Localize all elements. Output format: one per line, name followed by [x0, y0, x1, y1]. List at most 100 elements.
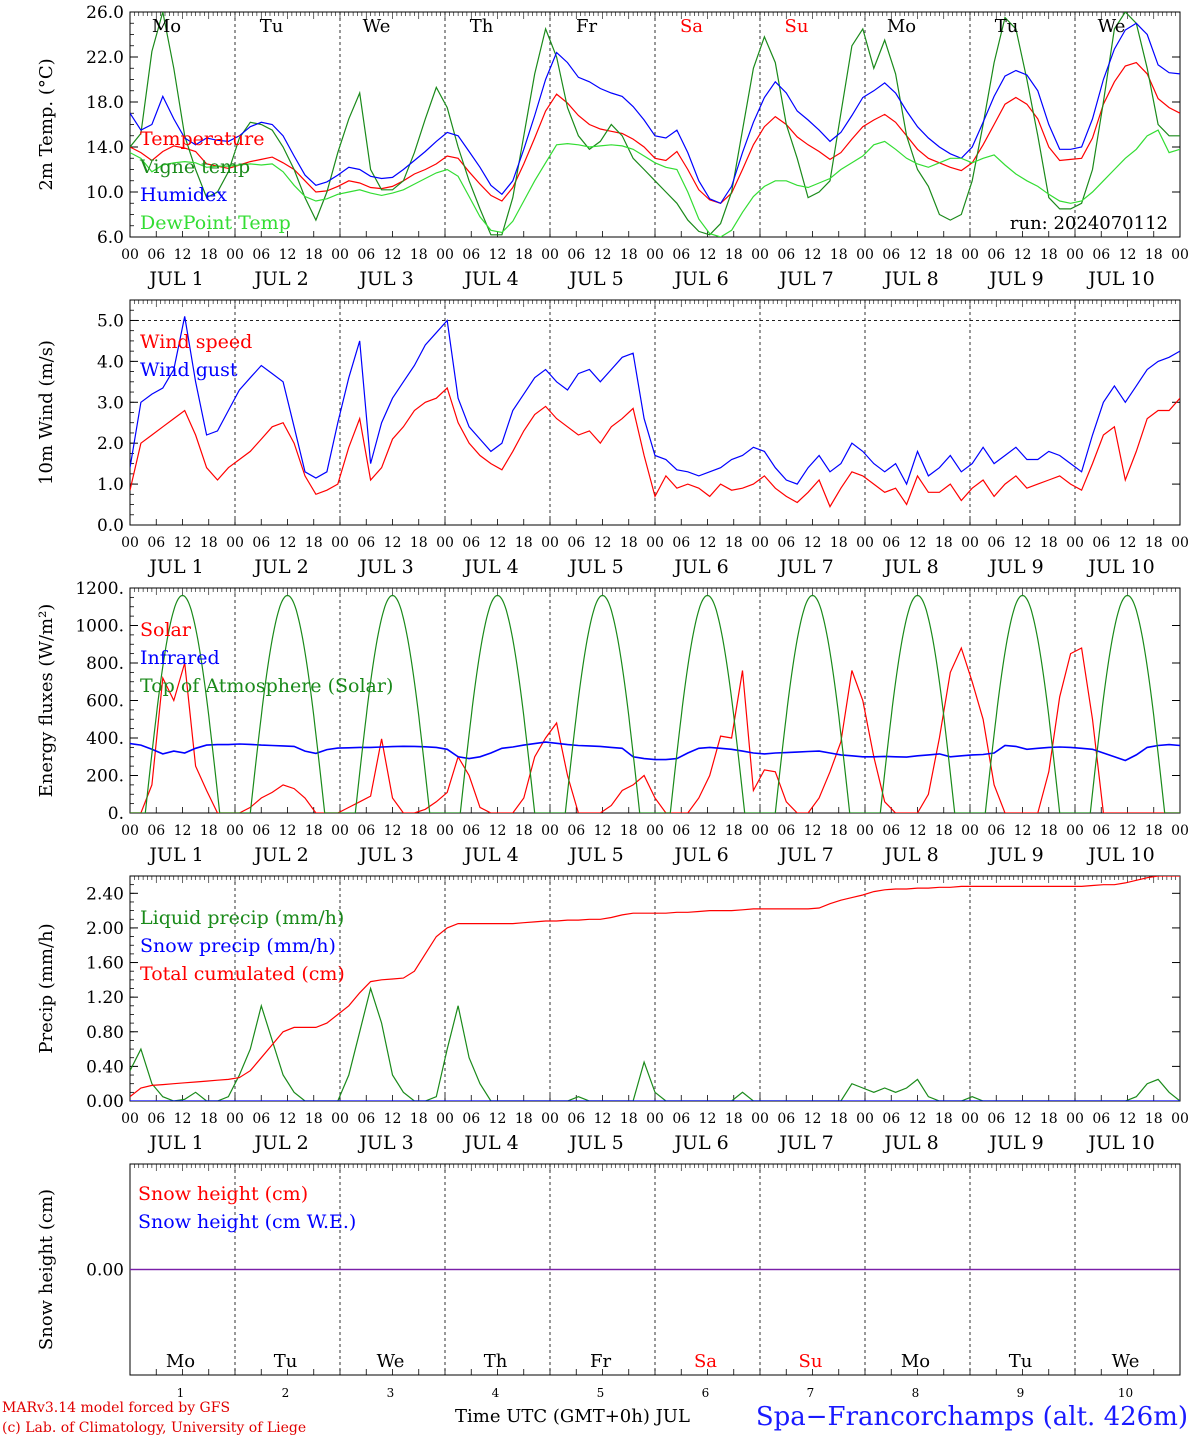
hour-tick-label: 12 [699, 535, 717, 551]
hour-tick-label: 06 [357, 1111, 375, 1127]
date-label: JUL 10 [1086, 268, 1154, 290]
date-label: JUL 5 [567, 268, 623, 290]
hour-tick-label: 00 [436, 823, 454, 839]
legend-entry: Infrared [140, 647, 220, 669]
hour-tick-label: 06 [987, 1111, 1005, 1127]
day-number-label: 1 [177, 1386, 185, 1400]
hour-tick-label: 00 [646, 823, 664, 839]
hour-tick-label: 12 [804, 535, 822, 551]
hour-tick-label: 06 [147, 823, 165, 839]
hour-tick-label: 00 [856, 823, 874, 839]
hour-tick-label: 06 [147, 535, 165, 551]
date-label: JUL 4 [462, 1132, 518, 1154]
date-label: JUL 9 [987, 556, 1043, 578]
hour-tick-label: 06 [357, 823, 375, 839]
hour-tick-label: 18 [515, 823, 533, 839]
legend-entry: Snow height (cm) [138, 1183, 308, 1205]
hour-tick-label: 12 [594, 535, 612, 551]
hour-tick-label: 00 [436, 1111, 454, 1127]
hour-tick-label: 12 [594, 247, 612, 263]
hour-tick-label: 06 [777, 247, 795, 263]
hour-tick-label: 18 [830, 535, 848, 551]
hour-tick-label: 12 [489, 823, 507, 839]
y-tick-label: 6.0 [97, 228, 124, 248]
day-of-week-label: We [1098, 16, 1126, 37]
date-label: JUL 2 [252, 556, 308, 578]
hour-tick-label: 18 [725, 535, 743, 551]
y-tick-label: 10.0 [86, 183, 124, 203]
date-label: JUL 5 [567, 1132, 623, 1154]
day-of-week-label: Fr [576, 16, 597, 37]
y-axis-label: Snow height (cm) [36, 1189, 57, 1350]
y-axis-label: Precip (mm/h) [36, 923, 57, 1053]
hour-tick-label: 12 [384, 1111, 402, 1127]
hour-tick-label: 12 [699, 247, 717, 263]
plot-frame [129, 11, 1181, 238]
hour-tick-label: 00 [331, 535, 349, 551]
day-of-week-label: Th [484, 1351, 508, 1372]
series-line-0 [130, 386, 1180, 508]
hour-tick-label: 06 [462, 247, 480, 263]
day-of-week-label: Tu [260, 16, 284, 37]
day-number-label: 3 [387, 1386, 395, 1400]
hour-tick-label: 12 [1119, 1111, 1137, 1127]
hour-tick-label: 12 [279, 535, 297, 551]
y-tick-label: 4.0 [97, 352, 124, 372]
hour-tick-label: 00 [1171, 535, 1189, 551]
hour-tick-label: 06 [462, 535, 480, 551]
series-line-1 [130, 316, 1180, 486]
legend-entry: Humidex [140, 184, 227, 206]
date-label: JUL 5 [567, 556, 623, 578]
hour-tick-label: 12 [909, 823, 927, 839]
hour-tick-label: 06 [462, 1111, 480, 1127]
date-label: JUL 7 [777, 556, 833, 578]
series-group [130, 12, 1180, 237]
series-line-0 [130, 61, 1180, 204]
hour-tick-label: 06 [672, 1111, 690, 1127]
hour-tick-label: 06 [147, 247, 165, 263]
hour-tick-label: 18 [1145, 1111, 1163, 1127]
hour-tick-label: 00 [1171, 1111, 1189, 1127]
y-tick-label: 0.00 [86, 1261, 124, 1281]
hour-tick-label: 06 [567, 823, 585, 839]
series-line-0 [130, 986, 1180, 1101]
date-label: JUL 3 [357, 556, 413, 578]
hour-tick-label: 00 [856, 247, 874, 263]
date-label: JUL 4 [462, 556, 518, 578]
y-tick-label: 18.0 [86, 93, 124, 113]
hour-tick-label: 06 [882, 1111, 900, 1127]
y-tick-label: 1.0 [97, 475, 124, 495]
day-of-week-label: Sa [694, 1351, 717, 1372]
date-label: JUL 6 [672, 268, 728, 290]
date-label: JUL 2 [252, 844, 308, 866]
date-label: JUL 9 [987, 1132, 1043, 1154]
hour-tick-label: 12 [489, 247, 507, 263]
legend-entry: Liquid precip (mm/h) [140, 907, 344, 929]
hour-tick-label: 12 [1119, 823, 1137, 839]
hour-tick-label: 00 [751, 823, 769, 839]
hour-tick-label: 06 [777, 535, 795, 551]
hour-tick-label: 12 [594, 823, 612, 839]
hour-tick-label: 00 [541, 535, 559, 551]
hour-tick-label: 06 [462, 823, 480, 839]
hour-tick-label: 00 [961, 823, 979, 839]
hour-tick-label: 12 [279, 823, 297, 839]
run-label: run: 2024070112 [1010, 213, 1168, 234]
hour-tick-label: 06 [1092, 1111, 1110, 1127]
hour-tick-label: 00 [1066, 823, 1084, 839]
date-label: JUL 7 [777, 268, 833, 290]
hour-tick-label: 06 [567, 535, 585, 551]
hour-tick-label: 06 [987, 823, 1005, 839]
hour-tick-label: 00 [331, 247, 349, 263]
hour-tick-label: 18 [1145, 823, 1163, 839]
hour-tick-label: 18 [830, 247, 848, 263]
date-label: JUL 5 [567, 844, 623, 866]
y-tick-label: 0.80 [86, 1023, 124, 1043]
plot-frame [129, 299, 1181, 526]
hour-tick-label: 06 [252, 247, 270, 263]
hour-tick-label: 06 [567, 1111, 585, 1127]
date-label: JUL 3 [357, 1132, 413, 1154]
date-label: JUL 3 [357, 844, 413, 866]
hour-tick-label: 00 [646, 247, 664, 263]
date-label: JUL 2 [252, 268, 308, 290]
